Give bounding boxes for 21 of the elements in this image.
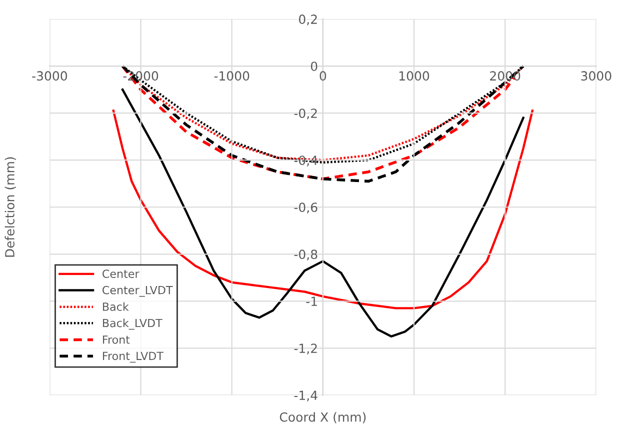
- y-tick-label: -1,4: [294, 390, 318, 402]
- x-tick-label: 0: [320, 71, 326, 81]
- y-tick-label: -0,8: [294, 250, 318, 260]
- y-tick-label: -1,2: [294, 344, 317, 354]
- legend-label: Center: [102, 270, 140, 278]
- legend-label: Back_LVDT: [102, 318, 162, 330]
- x-tick-label: 1000: [399, 71, 430, 81]
- y-tick-label: -1: [306, 296, 317, 306]
- y-tick-label: 0: [310, 62, 318, 72]
- x-axis-title: Coord X (mm): [280, 412, 366, 424]
- legend-label: Back: [102, 302, 129, 311]
- x-tick-label: -3000: [32, 71, 68, 81]
- legend-label: Front: [102, 336, 130, 344]
- x-tick-label: 3000: [581, 71, 612, 81]
- legend-label: Center_LVDT: [102, 286, 173, 297]
- y-tick-label: -0,6: [294, 202, 318, 214]
- y-axis-title: Defelction (mm): [4, 157, 16, 257]
- legend-label: Front_LVDT: [102, 352, 164, 363]
- y-tick-label: -0,2: [294, 108, 317, 120]
- y-tick-label: 0,2: [299, 14, 317, 26]
- x-tick-label: -1000: [214, 71, 250, 81]
